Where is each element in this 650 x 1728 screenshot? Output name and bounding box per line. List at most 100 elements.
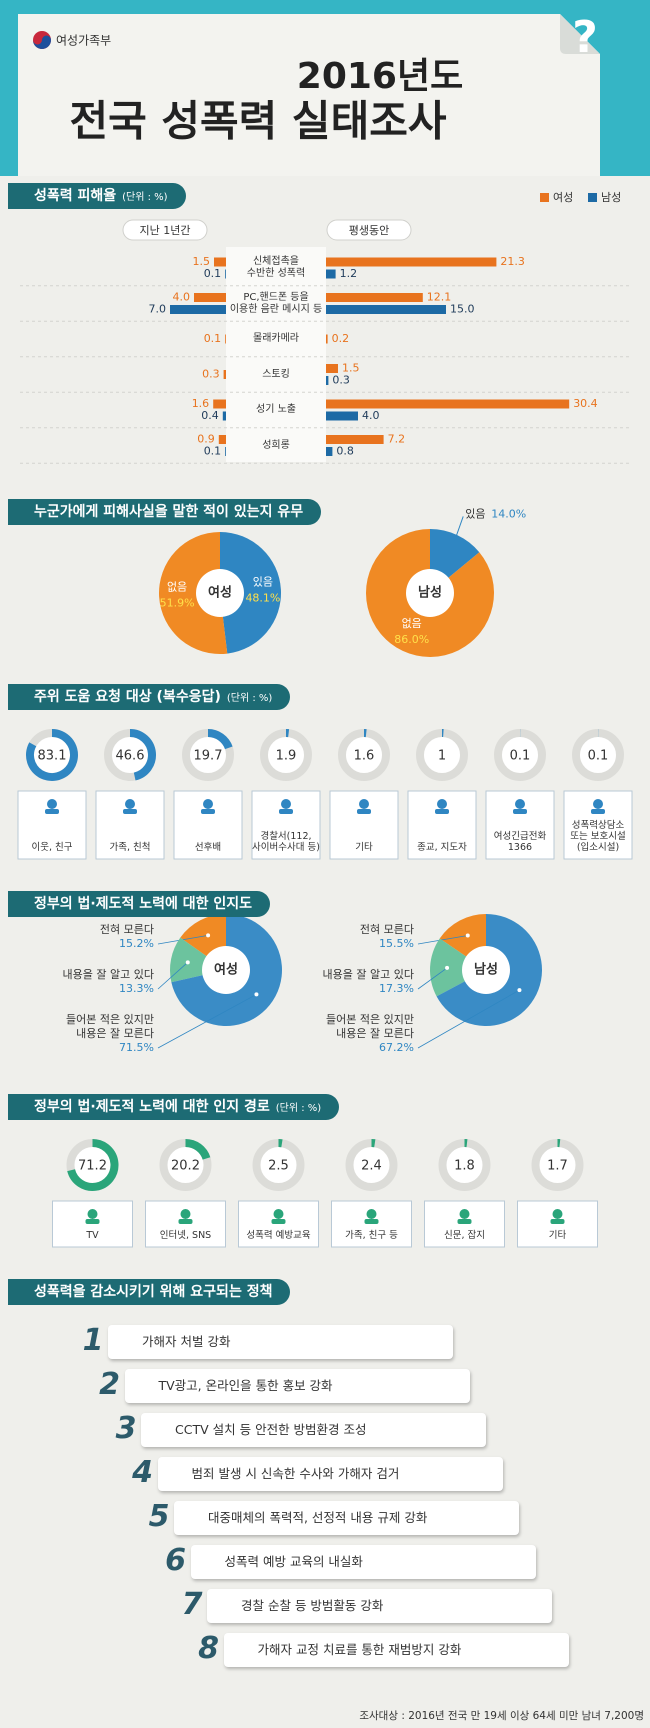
category-icon — [359, 799, 369, 809]
policy-rank: 3 — [115, 1411, 137, 1446]
bar — [326, 399, 570, 409]
bar — [170, 305, 226, 314]
donut-slice — [159, 532, 228, 654]
policy-text: 대중매체의 폭력적, 선정적 내용 규제 강화 — [174, 1501, 519, 1535]
section-title: 성폭력 피해율 (단위 : %) — [8, 183, 186, 209]
section-unit: (단위 : %) — [226, 693, 273, 704]
category-icon — [552, 1209, 563, 1219]
category-icon — [273, 1209, 284, 1219]
category-icon-body — [357, 809, 371, 814]
policy-rank: 1 — [82, 1323, 104, 1358]
ring-arc — [67, 1139, 119, 1191]
section-title: 정부의 법·제도적 노력에 대한 인지 경로 (단위 : %) — [8, 1094, 340, 1120]
bar — [326, 376, 329, 385]
ring-arc — [26, 729, 78, 781]
category-label: 이웃, 친구 — [31, 842, 73, 853]
category-label: 전혀 모른다 — [99, 923, 154, 936]
ring-value: 1.7 — [547, 1159, 568, 1174]
category-icon-body — [45, 809, 59, 814]
category-icon-body — [85, 1219, 100, 1224]
leader-dot — [445, 965, 450, 970]
category-label: 가족, 친구 등 — [345, 1230, 398, 1241]
donut-slice — [436, 914, 542, 1027]
category-icon-body — [279, 809, 293, 814]
category-icon — [515, 799, 525, 809]
ring-arc — [207, 729, 233, 750]
section-title-text: 성폭력을 감소시키기 위해 요구되는 정책 — [34, 1284, 273, 1300]
category-label: 전혀 모른다 — [359, 923, 414, 936]
title-line1: 2016년도 — [297, 56, 463, 97]
value-label: 15.0 — [450, 303, 475, 316]
category-icon-body — [178, 1219, 193, 1224]
value-label: 0.1 — [204, 445, 222, 458]
category-label: 내용을 잘 알고 있다 — [62, 968, 154, 981]
ring-value: 2.5 — [268, 1159, 289, 1174]
bar — [222, 411, 226, 421]
section-title-text: 성폭력 피해율 — [34, 188, 117, 204]
section-title: 성폭력을 감소시키기 위해 요구되는 정책 — [8, 1279, 291, 1305]
category-label: 종교, 지도자 — [417, 842, 467, 853]
panel-heading-bg — [326, 219, 412, 241]
slice-value: 67.2% — [379, 1041, 414, 1054]
category-icon-body — [457, 1219, 472, 1224]
category-icon — [366, 1209, 377, 1219]
category-label: PC,핸드폰 등을 이용한 음란 메시지 등 — [229, 291, 323, 315]
category-icon — [459, 1209, 470, 1219]
policy-text: 가해자 교정 치료를 통한 재범방지 강화 — [223, 1633, 569, 1667]
bar — [218, 435, 226, 444]
leader-dot — [206, 933, 211, 938]
section-unit: (단위 : %) — [122, 192, 168, 203]
category-icon-body — [271, 1219, 286, 1224]
section-title-text: 누군가에게 피해사실을 말한 적이 있는지 유무 — [34, 504, 304, 520]
category-icon — [203, 799, 213, 809]
section-title: 누군가에게 피해사실을 말한 적이 있는지 유무 — [8, 499, 322, 525]
donut-center-label: 여성 — [214, 962, 238, 978]
legend-label: 남성 — [601, 191, 621, 204]
category-label: 신문, 잡지 — [444, 1230, 485, 1241]
bar — [225, 269, 226, 279]
category-icon-body — [123, 809, 137, 814]
policy-rank: 6 — [165, 1543, 186, 1578]
donut-slice — [439, 914, 486, 958]
legend-swatch — [540, 193, 549, 202]
category-label: 기타 — [548, 1230, 567, 1241]
bar — [213, 399, 226, 409]
policy-text: 범죄 발생 시 신속한 수사와 가해자 검거 — [157, 1457, 503, 1491]
slice-name: 있음 — [465, 507, 485, 520]
question-icon: ? — [572, 12, 598, 63]
value-label: 7.2 — [388, 433, 406, 446]
category-label: 몰래카메라 — [253, 333, 299, 344]
category-label: 선후배 — [194, 842, 222, 853]
panel-heading: 평생동안 — [349, 224, 389, 237]
category-icon-body — [513, 809, 527, 814]
category-label: 성희롱 — [262, 439, 290, 451]
category-label: 성폭력상담소 또는 보호시설 (입소시설) — [570, 820, 626, 853]
category-label: 가족, 친척 — [109, 842, 151, 853]
value-label: 0.3 — [332, 374, 350, 387]
bar — [326, 293, 423, 302]
ring-value: 0.1 — [510, 749, 531, 764]
category-icon-body — [201, 809, 215, 814]
paper-curl — [560, 14, 600, 54]
panel-heading: 지난 1년간 — [140, 224, 191, 237]
policy-rank: 7 — [181, 1587, 203, 1622]
bar — [326, 364, 338, 373]
category-label: 경찰서(112, 사이버수사대 등) — [252, 831, 320, 853]
bar — [225, 447, 226, 456]
category-icon-body — [591, 809, 605, 814]
header-paper — [18, 14, 600, 176]
category-icon — [437, 799, 447, 809]
ring-value: 2.4 — [361, 1159, 382, 1174]
slice-value: 71.5% — [119, 1041, 154, 1054]
slice-value: 17.3% — [379, 982, 414, 995]
center-column — [226, 247, 326, 462]
slice-value: 86.0% — [394, 633, 429, 646]
bar — [326, 447, 333, 456]
category-icon-body — [435, 809, 449, 814]
bar — [225, 334, 226, 344]
slice-value: 14.0% — [491, 507, 526, 520]
section-title: 주위 도움 요청 대상 (복수응답) (단위 : %) — [8, 684, 291, 710]
value-label: 1.6 — [192, 397, 210, 410]
category-label: 성폭력 예방교육 — [246, 1230, 311, 1241]
